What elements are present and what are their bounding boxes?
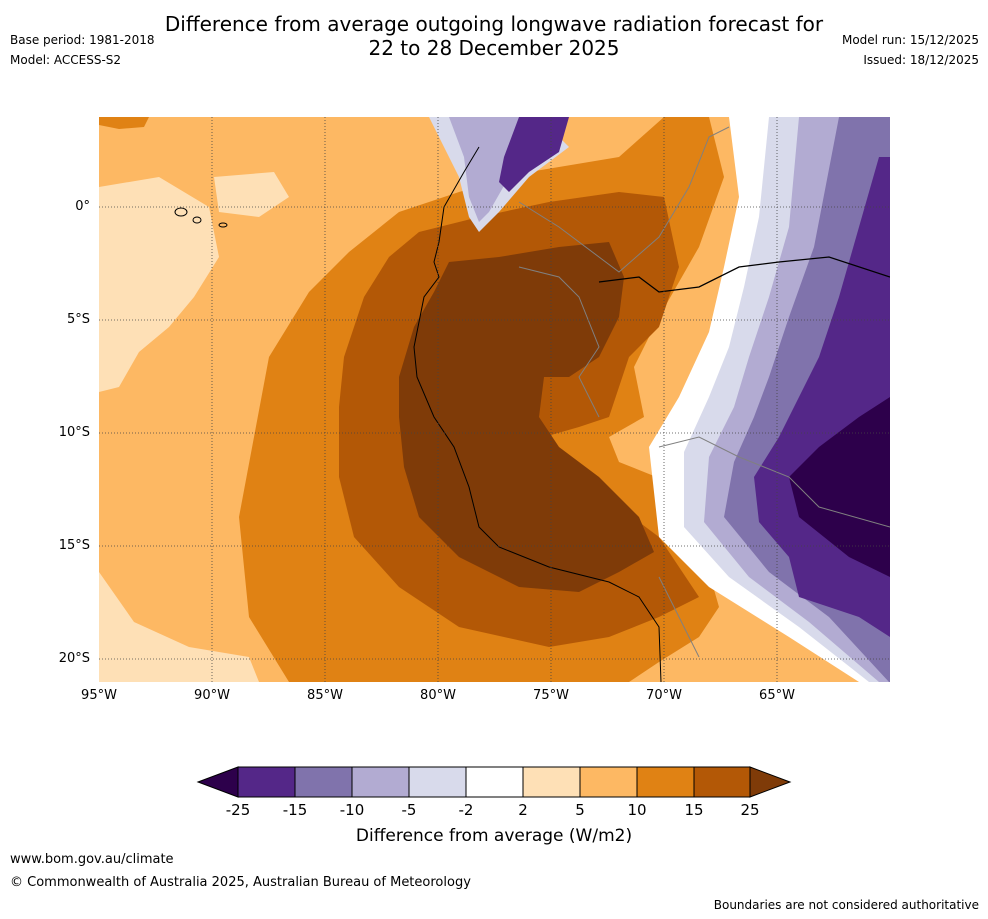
contour-fill-under-minus25 [789, 397, 890, 577]
lon-label-75w: 75°W [533, 688, 569, 703]
right-metadata: Model run: 15/12/2025 Issued: 18/12/2025 [842, 30, 979, 70]
lon-label-70w: 70°W [646, 688, 682, 703]
colorbar-swatch-2 [294, 766, 353, 798]
contour-fill-2-5-topleft [99, 117, 149, 129]
chart-title: Difference from average outgoing longwav… [0, 12, 988, 60]
model-name: Model: ACCESS-S2 [10, 53, 122, 67]
colorbar-label: -2 [458, 801, 474, 819]
colorbar-label: -10 [339, 801, 365, 819]
amazon-river [598, 256, 890, 293]
issued-date: Issued: 18/12/2025 [863, 53, 979, 67]
colorbar-swatch-8 [636, 766, 695, 798]
lat-label-20s: 20°S [58, 651, 90, 666]
lat-label-5s: 5°S [66, 312, 90, 327]
colorbar-swatch-7 [579, 766, 638, 798]
colorbar-swatch-3 [351, 766, 410, 798]
contour-fill-2-5-equator [214, 172, 289, 217]
olr-anomaly-map [99, 117, 890, 682]
contour-fill-2-5-southwest [99, 572, 259, 682]
colorbar-title: Difference from average (W/m2) [355, 826, 633, 846]
colorbar-swatch-9 [693, 766, 751, 798]
colorbar-label: -25 [225, 801, 251, 819]
galapagos-island [192, 216, 202, 224]
lat-label-0: 0° [75, 199, 90, 214]
title-line-2: 22 to 28 December 2025 [368, 36, 620, 60]
galapagos-island [174, 207, 188, 217]
colorbar [196, 766, 792, 798]
lat-label-15s: 15°S [58, 538, 90, 553]
website-link[interactable]: www.bom.gov.au/climate [10, 852, 174, 867]
colorbar-swatch-6 [522, 766, 581, 798]
coastline [413, 146, 662, 682]
colorbar-label: 25 [740, 801, 760, 819]
galapagos-island [218, 222, 228, 228]
colorbar-swatch-5 [465, 766, 524, 798]
colorbar-label: 2 [518, 801, 528, 819]
contour-fill-minus15-north [499, 117, 569, 192]
colorbar-swatch-under [196, 766, 239, 798]
boundaries-disclaimer: Boundaries are not considered authoritat… [713, 898, 979, 912]
lon-label-85w: 85°W [307, 688, 343, 703]
base-period: Base period: 1981-2018 [10, 33, 155, 47]
lon-label-95w: 95°W [81, 688, 117, 703]
colorbar-label: -15 [282, 801, 308, 819]
lon-label-80w: 80°W [420, 688, 456, 703]
colorbar-swatch-1 [237, 766, 296, 798]
contour-fill-over-25 [399, 242, 654, 592]
colorbar-label: 10 [627, 801, 647, 819]
title-line-1: Difference from average outgoing longwav… [164, 12, 824, 36]
country-borders [518, 126, 890, 658]
lon-label-65w: 65°W [759, 688, 795, 703]
colorbar-label: 5 [575, 801, 585, 819]
colorbar-swatch-over [749, 766, 792, 798]
contour-fill-2-5-west [99, 177, 219, 392]
colorbar-label: -5 [401, 801, 417, 819]
lon-label-90w: 90°W [194, 688, 230, 703]
lat-label-10s: 10°S [58, 425, 90, 440]
colorbar-label: 15 [684, 801, 704, 819]
copyright-notice: © Commonwealth of Australia 2025, Austra… [10, 875, 471, 890]
colorbar-swatch-4 [408, 766, 467, 798]
left-metadata: Base period: 1981-2018 Model: ACCESS-S2 [10, 30, 155, 70]
model-run: Model run: 15/12/2025 [841, 33, 979, 47]
